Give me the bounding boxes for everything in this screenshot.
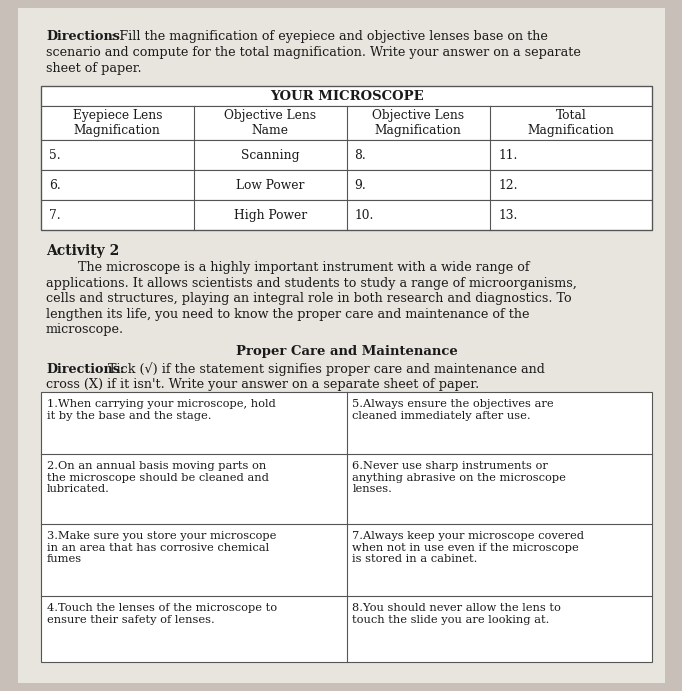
Bar: [41, 392, 652, 662]
Text: cells and structures, playing an integral role in both research and diagnostics.: cells and structures, playing an integra…: [46, 292, 572, 305]
Text: Total
Magnification: Total Magnification: [528, 109, 614, 137]
Text: 3.Make sure you store your microscope
in an area that has corrosive chemical
fum: 3.Make sure you store your microscope in…: [47, 531, 276, 564]
Text: applications. It allows scientists and students to study a range of microorganis: applications. It allows scientists and s…: [46, 276, 577, 290]
Text: Objective Lens
Name: Objective Lens Name: [224, 109, 316, 137]
Bar: [41, 170, 652, 200]
Text: The microscope is a highly important instrument with a wide range of: The microscope is a highly important ins…: [46, 261, 530, 274]
Text: Scanning: Scanning: [241, 149, 299, 162]
Bar: [41, 86, 652, 230]
Text: High Power: High Power: [233, 209, 307, 222]
Text: scenario and compute for the total magnification. Write your answer on a separat: scenario and compute for the total magni…: [46, 46, 581, 59]
Text: 13.: 13.: [498, 209, 518, 222]
Text: sheet of paper.: sheet of paper.: [46, 62, 142, 75]
Bar: [41, 200, 652, 230]
Text: 12.: 12.: [498, 178, 518, 191]
Text: 9.: 9.: [355, 178, 366, 191]
Text: lengthen its life, you need to know the proper care and maintenance of the: lengthen its life, you need to know the …: [46, 307, 529, 321]
Text: 4.Touch the lenses of the microscope to
ensure their safety of lenses.: 4.Touch the lenses of the microscope to …: [47, 603, 277, 625]
Bar: [41, 140, 652, 170]
Bar: [41, 86, 652, 106]
Text: : Fill the magnification of eyepiece and objective lenses base on the: : Fill the magnification of eyepiece and…: [111, 30, 548, 43]
Text: 8.: 8.: [355, 149, 366, 162]
Text: Objective Lens
Magnification: Objective Lens Magnification: [372, 109, 464, 137]
Text: 7.: 7.: [49, 209, 61, 222]
Text: 5.Always ensure the objectives are
cleaned immediately after use.: 5.Always ensure the objectives are clean…: [353, 399, 554, 421]
Text: Tick (√) if the statement signifies proper care and maintenance and: Tick (√) if the statement signifies prop…: [104, 363, 545, 376]
Text: microscope.: microscope.: [46, 323, 124, 336]
Text: 2.On an annual basis moving parts on
the microscope should be cleaned and
lubric: 2.On an annual basis moving parts on the…: [47, 461, 269, 494]
Text: Eyepiece Lens
Magnification: Eyepiece Lens Magnification: [72, 109, 162, 137]
Text: cross (X) if it isn't. Write your answer on a separate sheet of paper.: cross (X) if it isn't. Write your answer…: [46, 378, 479, 391]
Text: Directions: Directions: [46, 30, 120, 43]
Text: 8.You should never allow the lens to
touch the slide you are looking at.: 8.You should never allow the lens to tou…: [353, 603, 561, 625]
Text: Low Power: Low Power: [236, 178, 304, 191]
Bar: [41, 106, 652, 140]
Text: 1.When carrying your microscope, hold
it by the base and the stage.: 1.When carrying your microscope, hold it…: [47, 399, 276, 421]
Text: 10.: 10.: [355, 209, 374, 222]
Text: Proper Care and Maintenance: Proper Care and Maintenance: [235, 345, 458, 357]
Text: 6.: 6.: [49, 178, 61, 191]
Text: 5.: 5.: [49, 149, 61, 162]
Text: Directions:: Directions:: [46, 363, 125, 375]
Text: 11.: 11.: [498, 149, 518, 162]
Text: 7.Always keep your microscope covered
when not in use even if the microscope
is : 7.Always keep your microscope covered wh…: [353, 531, 584, 564]
Text: 6.Never use sharp instruments or
anything abrasive on the microscope
lenses.: 6.Never use sharp instruments or anythin…: [353, 461, 566, 494]
Text: YOUR MICROSCOPE: YOUR MICROSCOPE: [269, 90, 424, 102]
Text: Activity 2: Activity 2: [46, 244, 119, 258]
